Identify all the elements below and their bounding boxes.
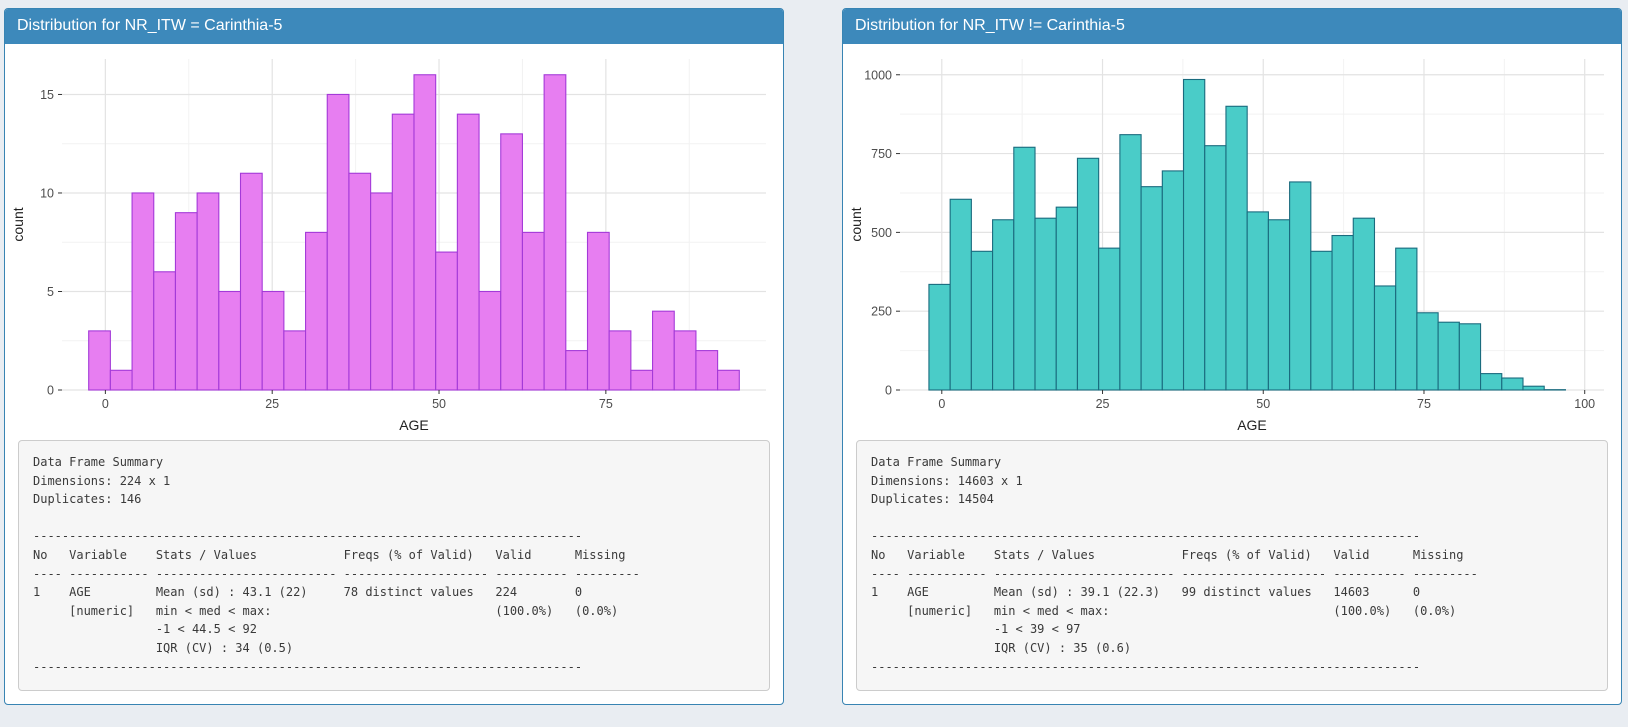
panel-not-equal-title: Distribution for NR_ITW != Carinthia-5 [843,9,1621,44]
svg-text:50: 50 [432,397,446,411]
svg-text:50: 50 [1256,397,1270,411]
svg-text:5: 5 [47,285,54,299]
svg-text:75: 75 [1417,397,1431,411]
svg-text:AGE: AGE [399,417,429,433]
summary-box-left: Data Frame Summary Dimensions: 224 x 1 D… [18,440,770,692]
chart-area-right: 0 25 50 75 100 0 250 500 750 1000 AGE count [843,44,1621,436]
chart-area-left: 0 25 50 75 0 5 10 15 AGE count [5,44,783,436]
svg-text:500: 500 [871,226,892,240]
svg-text:10: 10 [40,186,54,200]
svg-text:250: 250 [871,305,892,319]
panel-equal-title: Distribution for NR_ITW = Carinthia-5 [5,9,783,44]
svg-text:count: count [10,207,26,241]
svg-text:1000: 1000 [864,68,892,82]
histogram-left: 0 25 50 75 0 5 10 15 AGE count [10,59,766,433]
svg-text:25: 25 [1096,397,1110,411]
svg-text:100: 100 [1574,397,1595,411]
summary-box-right: Data Frame Summary Dimensions: 14603 x 1… [856,440,1608,692]
svg-text:0: 0 [102,397,109,411]
svg-text:0: 0 [885,384,892,398]
svg-text:0: 0 [47,384,54,398]
svg-text:AGE: AGE [1237,417,1267,433]
svg-text:0: 0 [938,397,945,411]
svg-text:750: 750 [871,147,892,161]
svg-text:count: count [848,207,864,241]
panel-equal: Distribution for NR_ITW = Carinthia-5 0 2… [4,8,784,706]
panel-not-equal: Distribution for NR_ITW != Carinthia-5 0… [842,8,1622,706]
dashboard: Distribution for NR_ITW = Carinthia-5 0 2… [4,8,1622,706]
svg-text:25: 25 [265,397,279,411]
data-frame-summary-left: Data Frame Summary Dimensions: 224 x 1 D… [33,455,640,674]
svg-text:15: 15 [40,88,54,102]
svg-text:75: 75 [599,397,613,411]
data-frame-summary-right: Data Frame Summary Dimensions: 14603 x 1… [871,455,1478,674]
